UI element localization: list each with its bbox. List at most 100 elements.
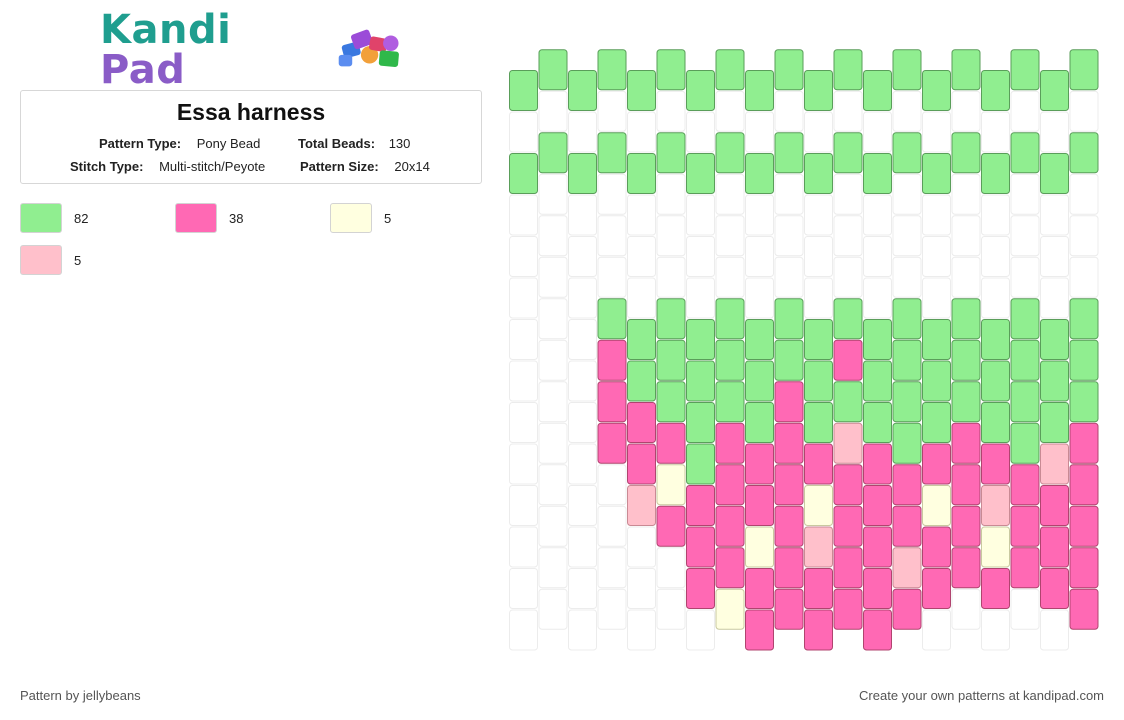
empty-bead-slot xyxy=(538,90,568,132)
bead xyxy=(1069,505,1099,547)
empty-bead-slot xyxy=(774,90,804,132)
bead xyxy=(538,49,568,91)
logo-part-pad: Pad xyxy=(100,47,186,93)
bead xyxy=(833,381,863,423)
kandipad-logo[interactable]: Kandi Pad xyxy=(100,10,410,90)
empty-bead-slot xyxy=(656,90,686,132)
empty-bead-slot xyxy=(568,568,597,609)
empty-bead-slot xyxy=(509,111,538,153)
bead xyxy=(656,339,686,381)
bead xyxy=(745,526,774,568)
total-beads-value: 130 xyxy=(388,136,411,151)
bead xyxy=(922,360,951,402)
empty-bead-slot xyxy=(745,111,774,153)
empty-bead-slot xyxy=(627,194,656,236)
bead xyxy=(922,485,951,526)
swatch-color xyxy=(330,203,372,233)
bead xyxy=(863,319,892,360)
empty-bead-slot xyxy=(981,236,1010,277)
empty-bead-slot xyxy=(509,443,538,485)
pattern-title: Essa harness xyxy=(176,99,326,125)
empty-bead-slot xyxy=(656,588,686,630)
bead xyxy=(509,70,538,111)
swatch-color xyxy=(20,245,62,275)
bead xyxy=(686,70,715,111)
bead xyxy=(745,402,774,443)
bead xyxy=(745,609,774,651)
bead xyxy=(715,464,745,506)
bead xyxy=(686,319,715,360)
empty-bead-slot xyxy=(568,319,597,360)
kandipad-promo-link[interactable]: Create your own patterns at kandipad.com xyxy=(859,688,1104,703)
bead xyxy=(774,505,804,547)
empty-bead-slot xyxy=(715,256,745,298)
bead xyxy=(892,339,922,381)
empty-bead-slot xyxy=(568,111,597,153)
bead xyxy=(951,132,981,174)
bead xyxy=(951,464,981,506)
bead xyxy=(627,402,656,443)
empty-bead-slot xyxy=(804,236,833,277)
empty-bead-slot xyxy=(538,339,568,381)
empty-bead-slot xyxy=(686,609,715,651)
empty-bead-slot xyxy=(568,236,597,277)
bead xyxy=(656,464,686,506)
empty-bead-slot xyxy=(981,609,1010,651)
empty-bead-slot xyxy=(538,464,568,506)
empty-bead-slot xyxy=(892,256,922,298)
bead xyxy=(833,422,863,464)
bead xyxy=(804,360,833,402)
empty-bead-slot xyxy=(597,215,627,257)
empty-bead-slot xyxy=(804,194,833,236)
bead xyxy=(1010,132,1040,174)
bead xyxy=(1010,381,1040,423)
bead xyxy=(774,132,804,174)
bead xyxy=(1040,319,1069,360)
empty-bead-slot xyxy=(627,568,656,609)
empty-bead-slot xyxy=(774,173,804,215)
empty-bead-slot xyxy=(597,547,627,589)
bead xyxy=(1010,547,1040,589)
empty-bead-slot xyxy=(1010,588,1040,630)
color-swatch-light-pink: 5 xyxy=(20,245,81,275)
bead xyxy=(922,526,951,568)
empty-bead-slot xyxy=(509,485,538,526)
empty-bead-slot xyxy=(1010,173,1040,215)
bead xyxy=(804,568,833,609)
empty-bead-slot xyxy=(509,526,538,568)
empty-bead-slot xyxy=(715,215,745,257)
bead xyxy=(627,70,656,111)
pattern-size-row: Pattern Size: 20x14 xyxy=(300,159,430,174)
bead xyxy=(715,588,745,630)
empty-bead-slot xyxy=(509,277,538,319)
bead xyxy=(686,568,715,609)
bead xyxy=(1069,547,1099,589)
empty-bead-slot xyxy=(568,609,597,651)
total-beads-row: Total Beads: 130 xyxy=(298,136,410,151)
empty-bead-slot xyxy=(509,236,538,277)
bead xyxy=(715,381,745,423)
bead xyxy=(1040,70,1069,111)
empty-bead-slot xyxy=(951,215,981,257)
pattern-type-value: Pony Bead xyxy=(196,136,261,151)
bead xyxy=(597,132,627,174)
empty-bead-slot xyxy=(745,194,774,236)
empty-bead-slot xyxy=(951,256,981,298)
empty-bead-slot xyxy=(774,256,804,298)
empty-bead-slot xyxy=(686,277,715,319)
bead xyxy=(1010,464,1040,506)
bead xyxy=(804,402,833,443)
empty-bead-slot xyxy=(538,215,568,257)
swatch-count: 38 xyxy=(229,210,244,226)
empty-bead-slot xyxy=(1040,111,1069,153)
empty-bead-slot xyxy=(922,277,951,319)
bead xyxy=(715,505,745,547)
empty-bead-slot xyxy=(538,173,568,215)
bead xyxy=(715,422,745,464)
bead xyxy=(656,505,686,547)
empty-bead-slot xyxy=(627,277,656,319)
empty-bead-slot xyxy=(538,422,568,464)
bead xyxy=(833,464,863,506)
empty-bead-slot xyxy=(1040,277,1069,319)
bead xyxy=(686,526,715,568)
